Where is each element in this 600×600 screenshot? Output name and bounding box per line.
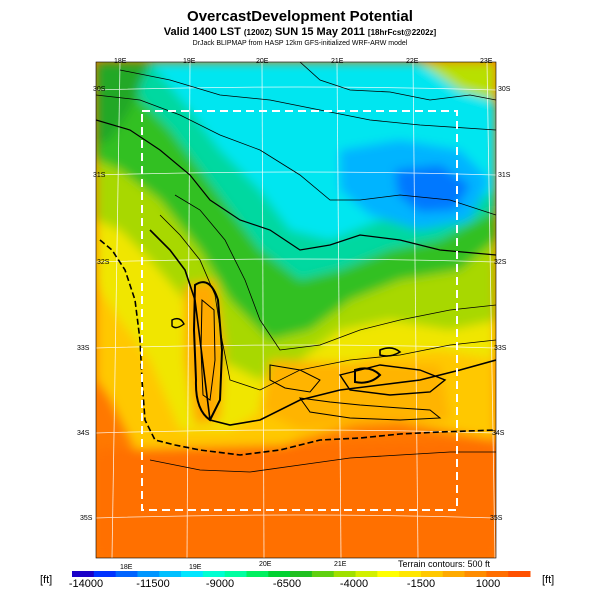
top-lon-labels: 18E 19E 20E 21E 22E 23E: [114, 58, 493, 65]
legend-tick-label: -9000: [205, 578, 235, 590]
bottom-lon-label: 20E: [259, 561, 272, 568]
legend-tick-label: -6500: [272, 578, 302, 590]
left-lat-labels: 30S 31S 32S 33S 34S 35S: [77, 86, 110, 522]
contour-ridge-west: [192, 281, 224, 422]
color-field: [96, 62, 496, 558]
top-lon-label: 19E: [183, 58, 196, 65]
legend-tick-label: -11500: [136, 578, 170, 590]
left-lat-label: 33S: [77, 345, 90, 352]
bottom-lon-label: 19E: [189, 564, 202, 571]
parallel-30s: [96, 86, 496, 91]
contour-ridge-east-3: [269, 364, 321, 393]
right-lat-label: 35S: [490, 515, 503, 522]
contour-coast-south: [149, 451, 496, 473]
meridian-21e: [336, 62, 342, 558]
subtitle-forecast: [18hrFcst@2202z]: [367, 28, 437, 37]
coastline: [99, 239, 496, 456]
parallel-35s: [96, 514, 496, 519]
bottom-lon-label: 21E: [334, 561, 347, 568]
contour-escarpment-2: [159, 214, 496, 391]
bottom-lon-label: 18E: [120, 564, 133, 571]
left-lat-label: 30S: [93, 86, 106, 93]
left-lat-label: 31S: [93, 172, 106, 179]
parallel-31s: [96, 171, 496, 176]
meridian-20e: [261, 62, 265, 558]
right-lat-label: 31S: [498, 172, 511, 179]
top-lon-label: 23E: [480, 58, 493, 65]
contour-ridge-west-inner: [200, 298, 216, 401]
map-title: OvercastDevelopment Potential: [187, 8, 413, 25]
top-lon-label: 18E: [114, 58, 127, 65]
field-south-orange: [96, 440, 496, 558]
subtitle-valid: Valid 1400 LST: [163, 26, 244, 38]
subtitle-utc: (1200Z): [243, 28, 272, 37]
parallel-32s: [96, 258, 496, 263]
legend-tick-label: -14000: [68, 578, 104, 590]
right-lat-label: 32S: [494, 259, 507, 266]
subtitle-date: SUN 15 May 2011: [271, 26, 368, 38]
contour-escarpment-3: [174, 194, 496, 351]
contour-plateau-1: [96, 119, 496, 256]
graticule: [96, 62, 496, 558]
legend-tick-label: 1000: [475, 578, 501, 590]
top-lon-label: 22E: [406, 58, 419, 65]
legend-tick-label: -1500: [406, 578, 436, 590]
contour-small-1: [379, 347, 402, 357]
meridian-19e: [186, 62, 191, 558]
right-lat-label: 33S: [494, 345, 507, 352]
field-yellowgreen-top: [420, 62, 496, 100]
contour-ridge-east-4: [298, 397, 442, 421]
contour-north-1: [299, 62, 496, 101]
top-lon-label: 21E: [331, 58, 344, 65]
contour-ridge-east-2: [338, 364, 447, 396]
left-lat-label: 32S: [97, 259, 110, 266]
contour-plateau-3: [119, 69, 496, 131]
legend-unit-left: [ft]: [40, 574, 53, 586]
inner-domain-box: [141, 110, 458, 511]
bottom-lon-labels: 18E 19E 20E 21E: [120, 561, 347, 571]
right-lat-labels: 30S 31S 32S 33S 34S 35S: [490, 86, 511, 522]
meridian-22e: [412, 62, 419, 558]
contour-plateau-2: [96, 94, 496, 216]
right-lat-label: 34S: [492, 430, 505, 437]
map-subtitle: Valid 1400 LST (1200Z) SUN 15 May 2011 […: [0, 26, 600, 38]
right-lat-label: 30S: [498, 86, 511, 93]
meridian-23e: [486, 62, 496, 558]
map-frame: [95, 61, 497, 559]
legend-tick-label: -4000: [339, 578, 369, 590]
top-lon-label: 20E: [256, 58, 269, 65]
terrain-contour-note: Terrain contours: 500 ft: [398, 559, 491, 569]
left-lat-label: 34S: [77, 430, 90, 437]
field-ridge-east: [260, 360, 450, 430]
contour-escarpment-1: [149, 229, 496, 426]
left-lat-label: 35S: [80, 515, 93, 522]
legend-unit-right: [ft]: [542, 574, 555, 586]
terrain-contours: [96, 62, 496, 473]
contour-small-2: [171, 317, 185, 329]
meridian-18e: [111, 62, 121, 558]
map-credit: DrJack BLIPMAP from HASP 12km GFS-initia…: [192, 40, 408, 47]
